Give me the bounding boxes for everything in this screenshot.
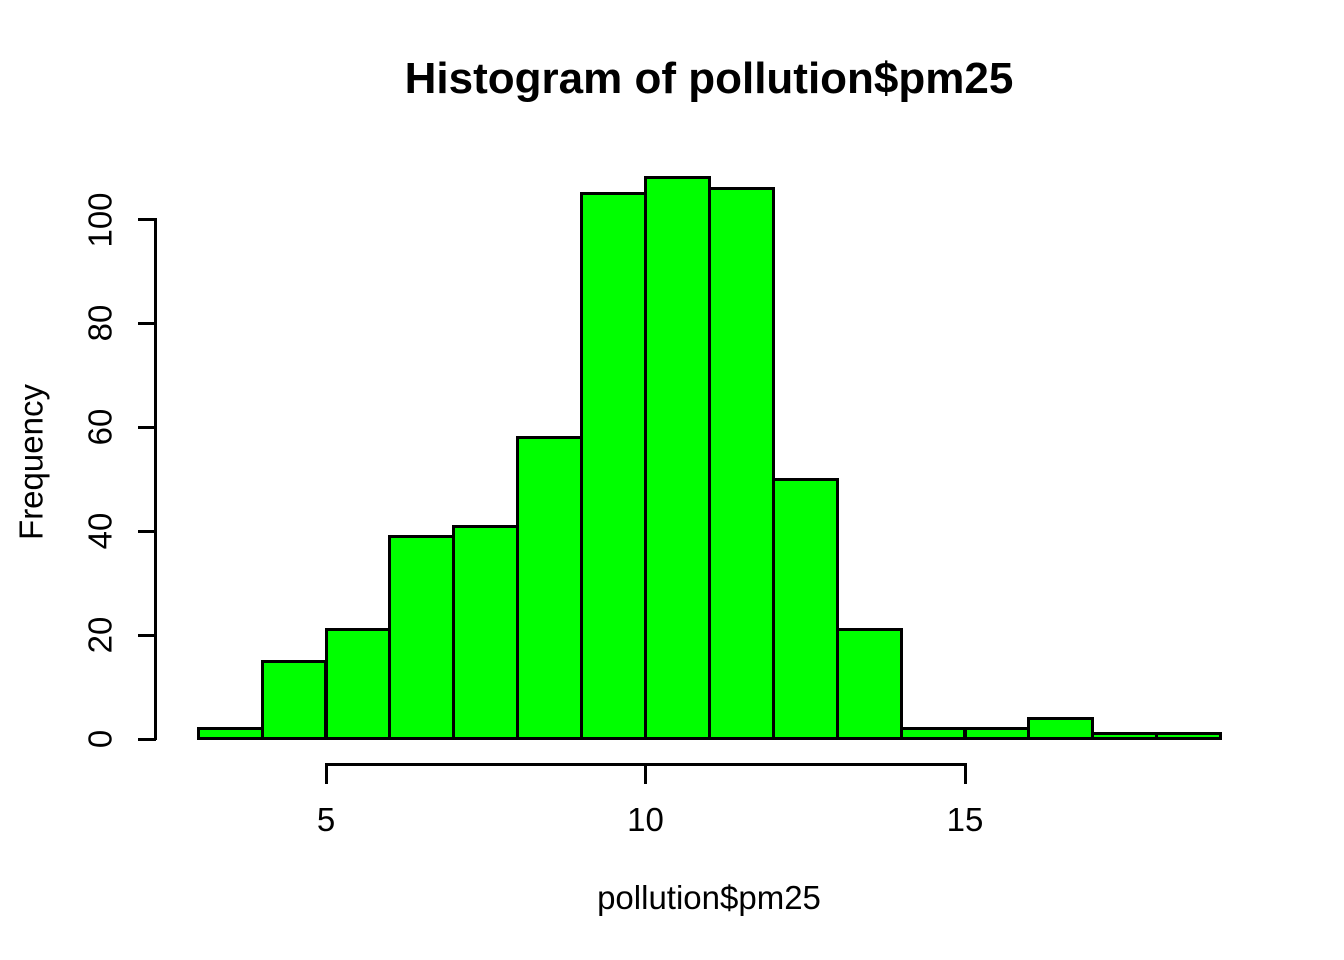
histogram-bar <box>707 186 775 741</box>
histogram-bar <box>1027 716 1095 741</box>
y-tick-label: 80 <box>81 305 119 342</box>
y-axis-line <box>154 218 157 741</box>
y-tick-label: 20 <box>81 616 119 654</box>
x-axis-tick <box>324 762 328 784</box>
y-axis-tick <box>137 218 156 222</box>
histogram-bar <box>388 534 456 741</box>
histogram-bar <box>771 477 839 741</box>
y-axis-tick <box>137 529 156 533</box>
x-tick-label: 5 <box>316 801 336 838</box>
y-tick-label: 0 <box>81 729 119 749</box>
y-axis-tick <box>137 425 156 429</box>
histogram-bar <box>963 727 1031 741</box>
histogram-bar <box>324 628 392 741</box>
histogram-bar <box>516 436 584 741</box>
histogram-bar <box>260 659 328 741</box>
y-axis-title: Frequency <box>12 384 50 540</box>
x-axis-tick <box>963 762 967 784</box>
histogram-bar <box>1155 732 1223 741</box>
histogram-bar <box>452 524 520 741</box>
x-axis-tick <box>644 762 647 784</box>
histogram-bar <box>580 192 647 741</box>
y-axis-tick <box>137 737 156 741</box>
histogram-bar <box>899 727 967 741</box>
x-axis-title: pollution$pm25 <box>597 879 821 916</box>
y-tick-label: 40 <box>81 512 119 550</box>
histogram-bar <box>835 628 903 741</box>
x-tick-label: 15 <box>946 801 984 838</box>
x-tick-label: 10 <box>627 801 664 838</box>
y-tick-label: 60 <box>81 408 119 446</box>
histogram-bar <box>196 727 264 741</box>
y-axis-tick <box>137 321 156 325</box>
chart-title: Histogram of pollution$pm25 <box>404 54 1014 103</box>
histogram-bar <box>644 176 711 741</box>
histogram-bar <box>1091 732 1159 741</box>
y-axis-tick <box>137 633 156 637</box>
y-tick-label: 100 <box>81 192 119 248</box>
